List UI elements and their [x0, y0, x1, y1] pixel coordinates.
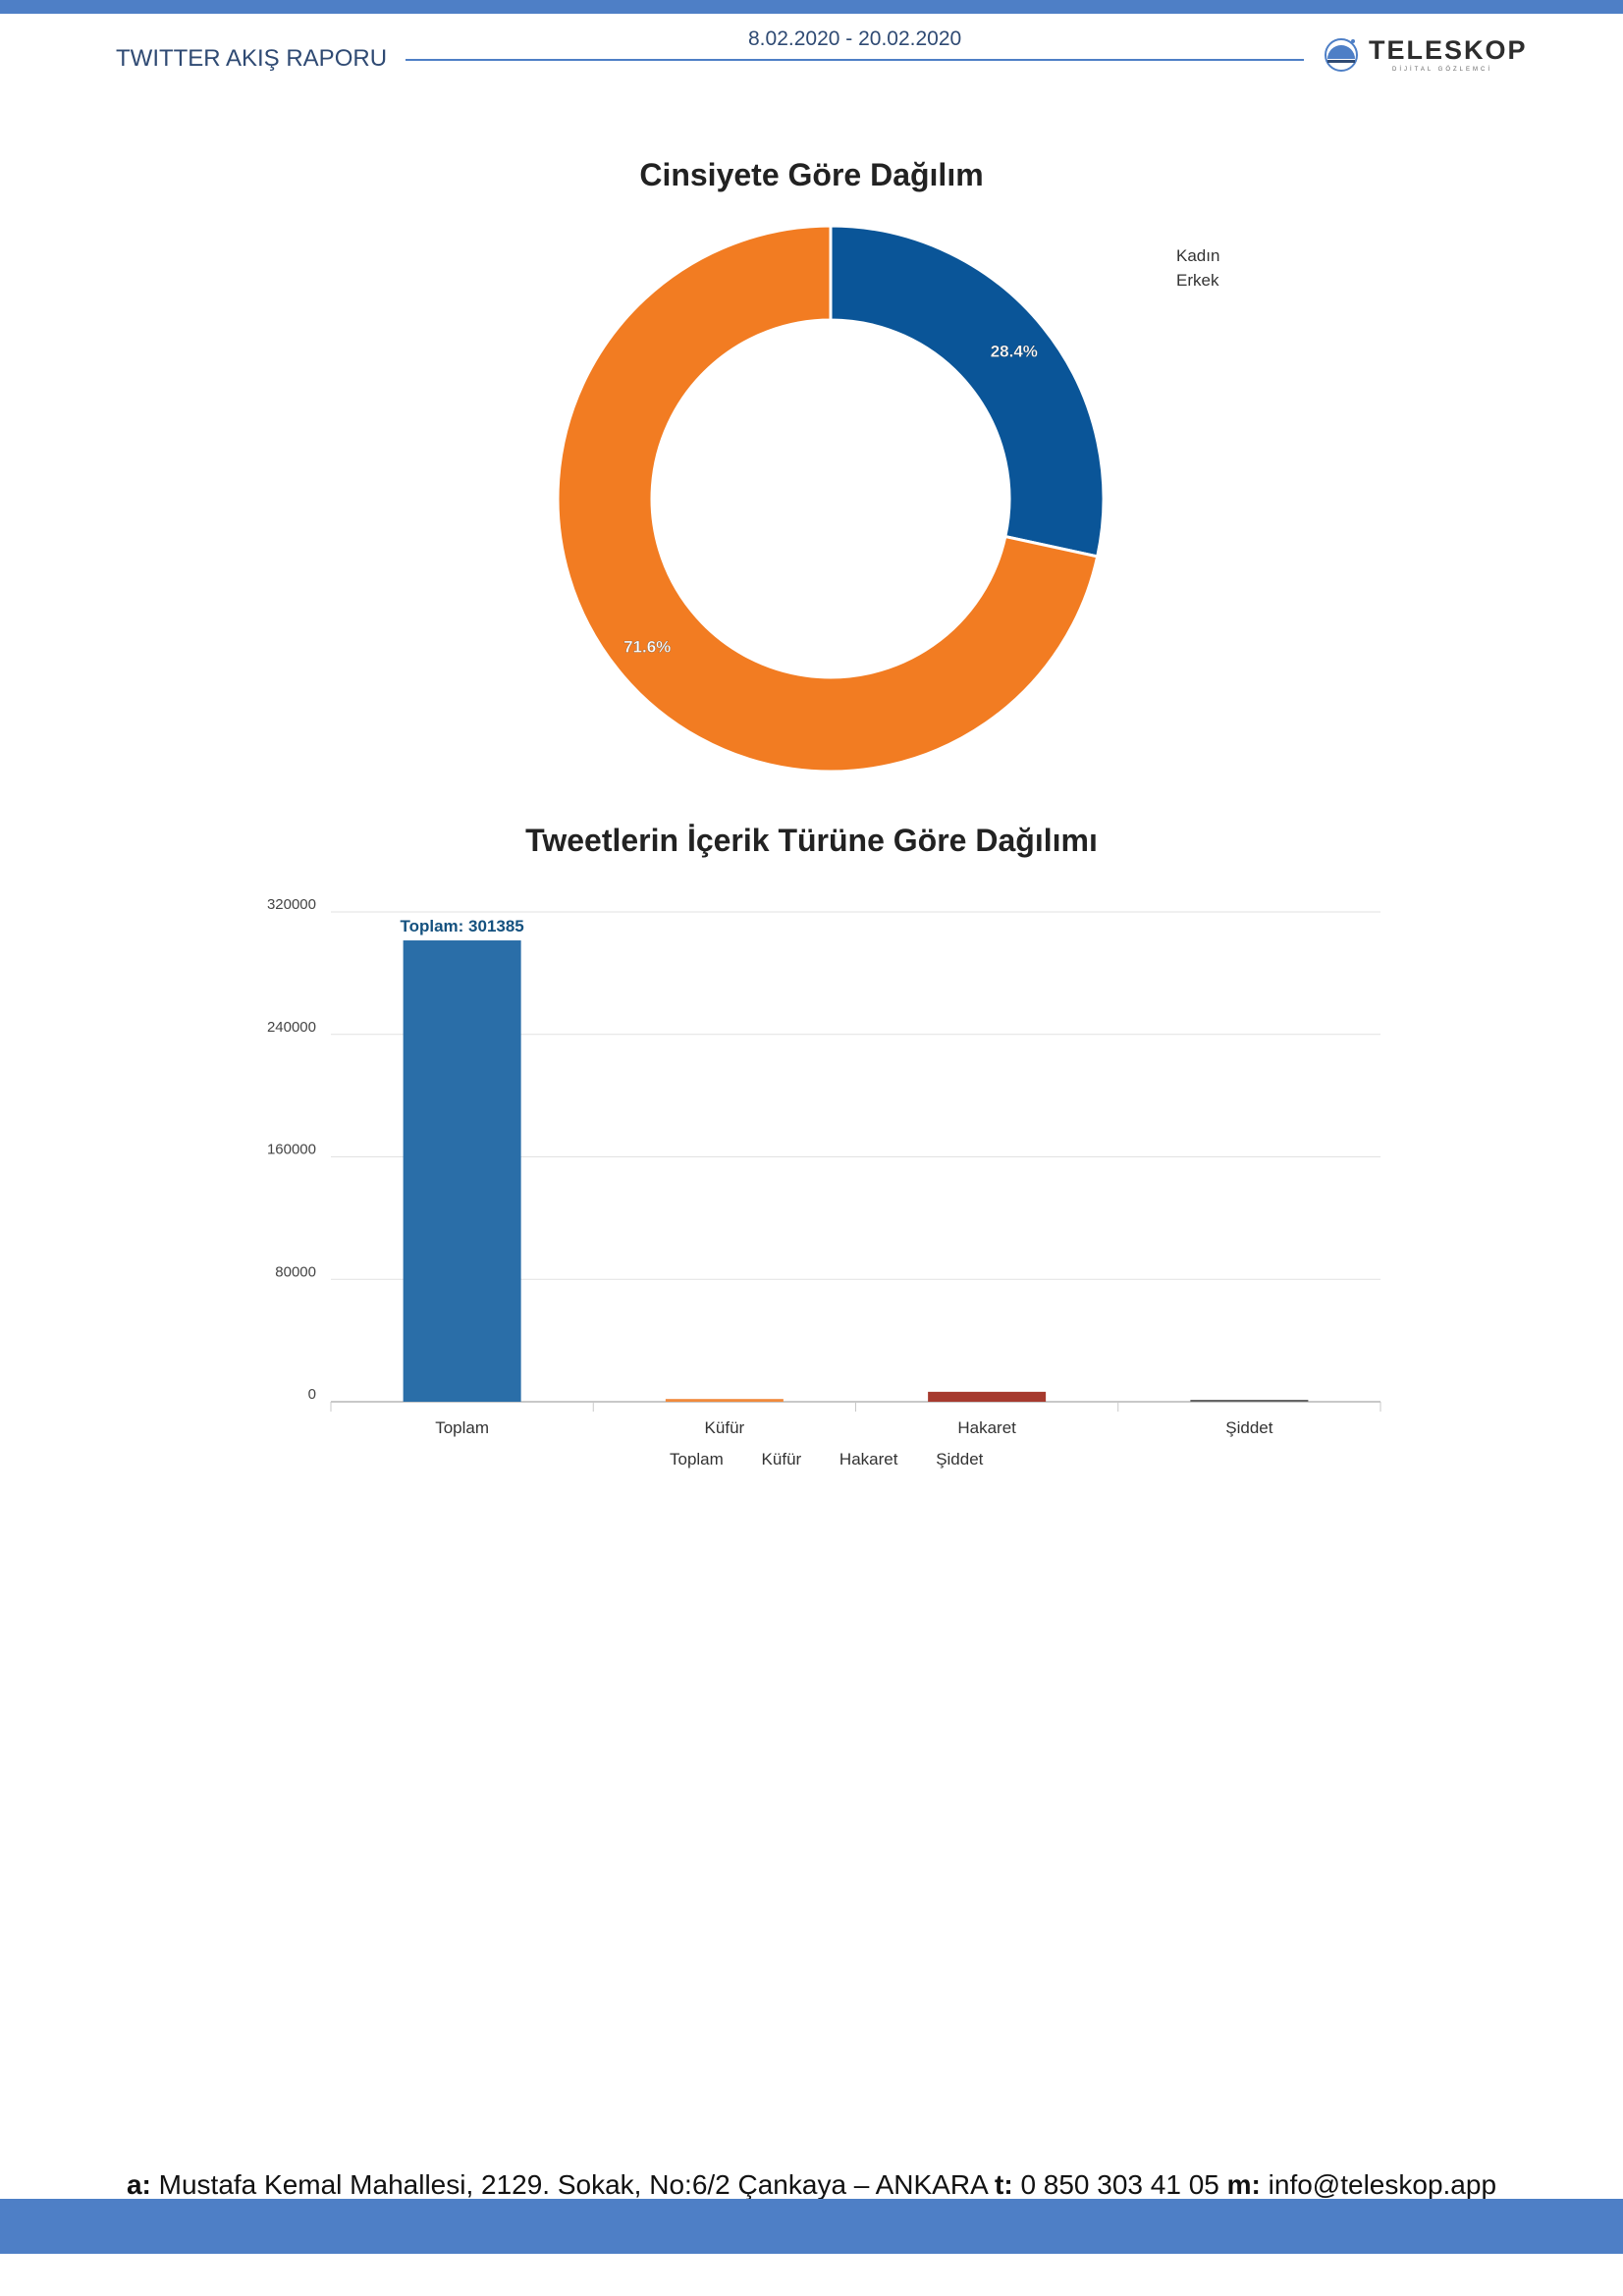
- x-tick-label: Toplam: [435, 1418, 489, 1437]
- legend-item-toplam[interactable]: Toplam: [670, 1450, 724, 1468]
- bar-2[interactable]: [928, 1391, 1047, 1402]
- y-tick-label: 160000: [267, 1142, 316, 1158]
- content-type-bar-chart: 0 80000 160000 240000 320000 Toplam Küfür Hakar…: [267, 896, 1381, 1437]
- telescope-dome-icon: [1325, 38, 1358, 72]
- x-tick-label: Küfür: [705, 1418, 745, 1437]
- donut-label-kadın: 28.4%: [991, 342, 1038, 360]
- phone-label: t:: [995, 2169, 1013, 2200]
- x-tick-label: Hakaret: [957, 1418, 1016, 1437]
- legend-item-kufur[interactable]: Küfür: [761, 1450, 802, 1468]
- address-text: Mustafa Kemal Mahallesi, 2129. Sokak, No…: [158, 2169, 988, 2200]
- legend-item-erkek[interactable]: Erkek: [1176, 271, 1219, 290]
- donut-slice-kadın[interactable]: [829, 224, 1106, 559]
- donut-label-erkek: 71.6%: [623, 638, 671, 657]
- logo-subtext: DİJİTAL GÖZLEMCİ: [1392, 67, 1493, 73]
- bar-data-label: Toplam: 301385: [400, 917, 523, 935]
- y-tick-label: 0: [308, 1386, 316, 1403]
- report-title: TWITTER AKIŞ RAPORU: [116, 45, 388, 72]
- legend-item-kadin[interactable]: Kadın: [1176, 246, 1220, 265]
- top-brand-bar: [0, 0, 1623, 14]
- legend-item-hakaret[interactable]: Hakaret: [839, 1450, 898, 1468]
- gender-donut-chart: 28.4% 71.6%: [556, 224, 1106, 774]
- phone-number: 0 850 303 41 05: [1020, 2169, 1219, 2200]
- email-label: m:: [1226, 2169, 1261, 2200]
- content-type-chart-title: Tweetlerin İçerik Türüne Göre Dağılımı: [525, 823, 1098, 858]
- email-address[interactable]: info@teleskop.app: [1268, 2169, 1497, 2200]
- bar-1[interactable]: [665, 1399, 784, 1402]
- header-divider: [406, 59, 1304, 61]
- bar-0[interactable]: [403, 940, 521, 1402]
- bar-3[interactable]: [1190, 1400, 1309, 1402]
- donut-slice-erkek[interactable]: [556, 224, 1100, 774]
- gender-legend: Kadın Erkek: [1176, 243, 1219, 293]
- legend-item-siddet[interactable]: Şiddet: [936, 1450, 984, 1468]
- teleskop-logo: TELESKOP DİJİTAL GÖZLEMCİ: [1322, 31, 1526, 79]
- y-tick-label: 80000: [275, 1263, 316, 1280]
- x-tick-label: Şiddet: [1225, 1418, 1272, 1437]
- footer-contact: a: Mustafa Kemal Mahallesi, 2129. Sokak,…: [0, 2169, 1623, 2201]
- y-tick-label: 240000: [267, 1019, 316, 1036]
- address-label: a:: [126, 2169, 151, 2200]
- bottom-brand-bar: [0, 2199, 1623, 2254]
- date-range: 8.02.2020 - 20.02.2020: [748, 27, 962, 50]
- content-type-legend: Toplam Küfür Hakaret Şiddet: [670, 1450, 1016, 1469]
- gender-chart-title: Cinsiyete Göre Dağılım: [639, 157, 984, 192]
- y-tick-label: 320000: [267, 896, 316, 913]
- logo-text: TELESKOP: [1369, 35, 1528, 65]
